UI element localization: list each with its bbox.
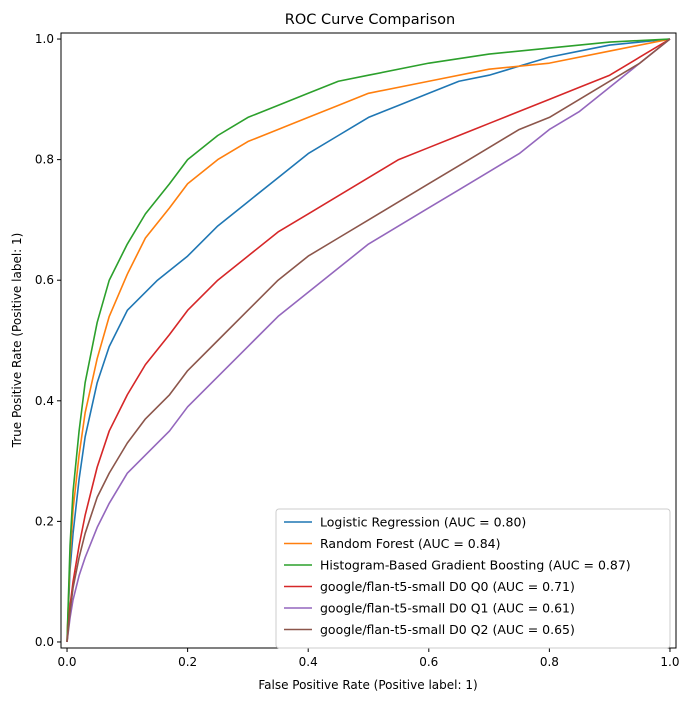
y-tick-label-4: 0.8	[35, 153, 54, 167]
legend-entry-2: Histogram-Based Gradient Boosting (AUC =…	[320, 558, 631, 573]
y-tick-label-5: 1.0	[35, 32, 54, 46]
x-tick-label-2: 0.4	[299, 655, 318, 669]
series-line-4	[66, 38, 671, 643]
legend-entry-4: google/flan-t5-small D0 Q1 (AUC = 0.61)	[320, 601, 575, 616]
x-tick-label-4: 0.8	[540, 655, 559, 669]
y-axis-label: True Positive Rate (Positive label: 1)	[10, 233, 24, 449]
legend-entry-0: Logistic Regression (AUC = 0.80)	[320, 515, 526, 530]
x-tick-label-5: 1.0	[660, 655, 679, 669]
series-line-3	[66, 38, 671, 643]
x-tick-label-1: 0.2	[178, 655, 197, 669]
y-tick-label-1: 0.2	[35, 514, 54, 528]
legend-entry-1: Random Forest (AUC = 0.84)	[320, 536, 501, 551]
series-line-1	[66, 38, 671, 642]
series-line-2	[66, 38, 671, 642]
x-axis-label: False Positive Rate (Positive label: 1)	[258, 678, 477, 692]
legend: Logistic Regression (AUC = 0.80) Random F…	[275, 508, 671, 649]
legend-entry-5: google/flan-t5-small D0 Q2 (AUC = 0.65)	[320, 622, 575, 637]
series-line-0	[66, 38, 671, 643]
x-tick-label-0: 0.0	[57, 655, 76, 669]
legend-box	[275, 508, 671, 649]
ticks-layer: 0.0 0.2 0.4 0.6 0.8 1.0 0.0 0.2 0.4 0.6 0.8 1.0	[35, 32, 680, 669]
y-tick-label-3: 0.6	[35, 273, 54, 287]
legend-entry-3: google/flan-t5-small D0 Q0 (AUC = 0.71)	[320, 579, 575, 594]
chart-title: ROC Curve Comparison	[285, 12, 455, 28]
x-tick-label-3: 0.6	[419, 655, 438, 669]
y-tick-label-2: 0.4	[35, 394, 54, 408]
y-tick-label-0: 0.0	[35, 635, 54, 649]
series-layer	[66, 38, 671, 643]
series-line-5	[66, 38, 671, 643]
